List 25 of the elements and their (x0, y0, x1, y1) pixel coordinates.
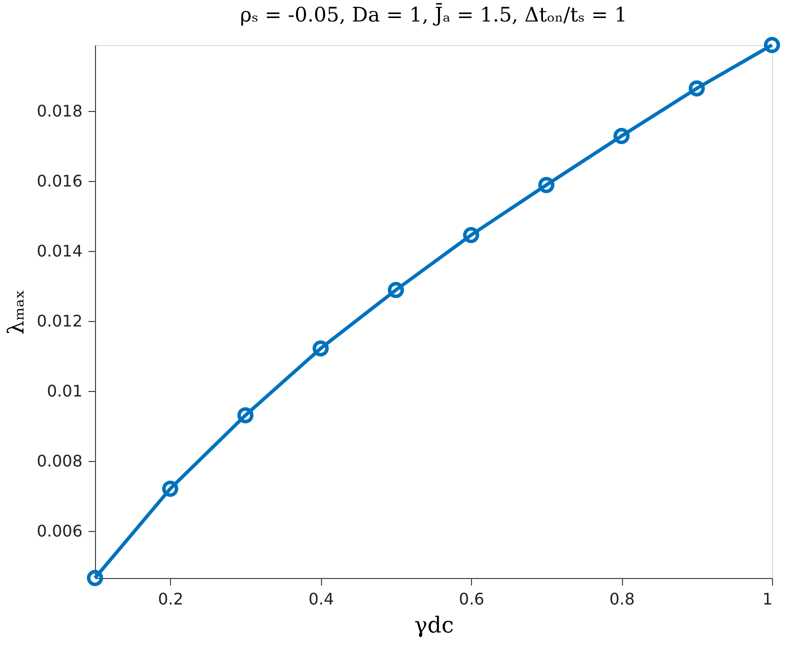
point (237, 407, 254, 424)
y-tick-label: 0.008 (36, 451, 82, 470)
x-tick-label: 0.4 (308, 590, 334, 608)
x-tick-label: 0.6 (458, 590, 484, 608)
point (86, 570, 104, 586)
x-tick-label: 0.8 (609, 590, 635, 608)
y-axis-title: λₘₐₓ (4, 289, 30, 335)
point (162, 480, 178, 497)
x-tick-label: 0.2 (158, 590, 184, 608)
y-tick-label: 0.012 (36, 311, 82, 330)
x-tick-label: 1 (762, 590, 772, 608)
y-tick-label: 0.018 (36, 101, 82, 120)
point (613, 128, 630, 144)
y-tick-label: 0.01 (46, 381, 82, 400)
y-tick-label: 0.016 (36, 171, 82, 190)
point (764, 36, 780, 54)
point (388, 282, 404, 298)
point (463, 226, 480, 244)
y-tick-label: 0.006 (36, 521, 82, 540)
point (312, 340, 329, 356)
point (688, 80, 705, 96)
x-axis-title: γdc (414, 614, 454, 638)
chart-title: ρₛ = -0.05, Da = 1, J̄ₐ = 1.5, Δtₒₙ/tₛ = 1 (240, 2, 628, 27)
y-tick-label: 0.014 (36, 241, 82, 260)
point (538, 176, 554, 194)
